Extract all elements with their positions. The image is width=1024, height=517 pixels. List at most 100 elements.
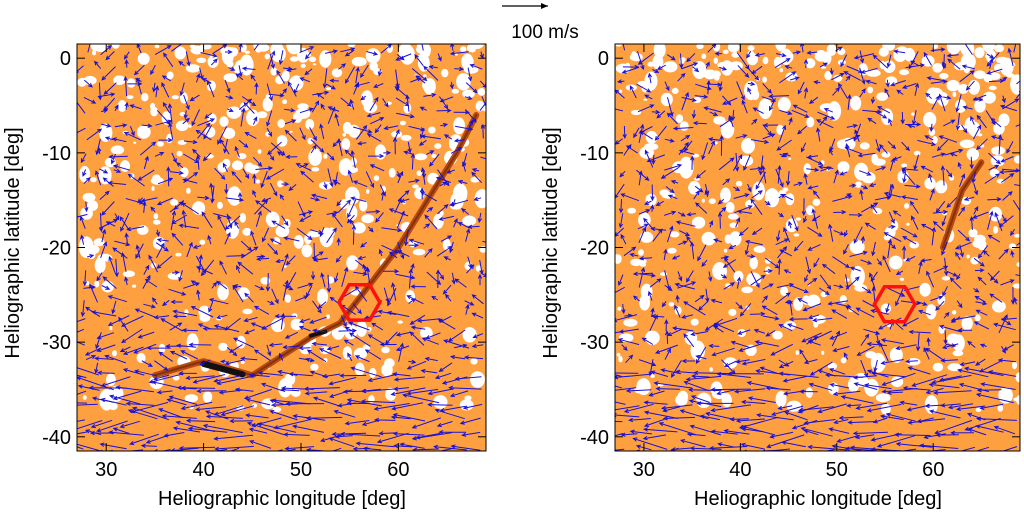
white-patch (899, 69, 909, 75)
white-patch (796, 350, 799, 355)
white-patch (232, 160, 243, 170)
white-patch (188, 124, 192, 127)
white-patch (763, 57, 769, 64)
white-patch (86, 245, 99, 254)
white-patch (876, 393, 891, 402)
white-patch (966, 255, 969, 259)
white-patch (123, 271, 135, 278)
white-patch (441, 69, 448, 77)
white-patch (242, 228, 251, 236)
white-patch (667, 248, 676, 254)
white-patch (741, 138, 755, 154)
white-patch (452, 89, 459, 94)
white-patch (806, 117, 814, 128)
white-patch (1012, 361, 1017, 369)
white-patch (289, 131, 292, 133)
right-x-axis-label: Heliographic longitude [deg] (694, 488, 942, 510)
white-patch (187, 333, 199, 350)
white-patch (860, 142, 870, 149)
white-patch (914, 151, 921, 156)
white-patch (239, 213, 246, 223)
white-patch (1013, 284, 1023, 289)
white-patch (309, 57, 316, 63)
white-patch (893, 48, 907, 62)
white-patch (900, 278, 904, 281)
white-patch (618, 356, 622, 362)
white-patch (720, 188, 731, 203)
white-patch (196, 58, 206, 63)
white-patch (932, 63, 942, 73)
y-tick-label: -10 (580, 143, 609, 165)
white-patch (77, 78, 87, 87)
white-patch (638, 249, 644, 255)
white-patch (644, 99, 648, 101)
white-patch (623, 319, 637, 327)
white-patch (138, 53, 150, 65)
white-patch (617, 307, 621, 311)
white-patch (958, 45, 966, 50)
x-tick-label: 60 (387, 459, 409, 481)
white-patch (132, 285, 136, 288)
white-patch (109, 326, 112, 330)
white-patch (813, 199, 821, 206)
white-patch (1014, 155, 1023, 163)
white-patch (111, 145, 124, 154)
white-patch (217, 202, 223, 209)
white-patch (710, 71, 721, 78)
white-patch (939, 73, 948, 79)
white-patch (200, 240, 206, 245)
white-patch (924, 178, 935, 190)
white-patch (92, 50, 96, 55)
white-patch (762, 77, 767, 83)
white-patch (332, 68, 342, 77)
white-patch (346, 167, 358, 174)
white-patch (453, 117, 465, 134)
white-patch (741, 287, 753, 294)
x-tick-label: 50 (826, 459, 848, 481)
white-patch (282, 70, 290, 81)
white-patch (991, 146, 1005, 155)
white-patch (227, 106, 242, 118)
white-patch (881, 108, 893, 125)
white-patch (428, 127, 436, 134)
white-patch (260, 277, 270, 285)
white-patch (346, 255, 358, 270)
white-patch (802, 295, 809, 304)
white-patch (345, 187, 360, 205)
white-patch (413, 249, 426, 256)
white-patch (470, 358, 477, 364)
white-patch (302, 244, 313, 257)
white-patch (952, 310, 956, 314)
white-patch (661, 93, 673, 106)
white-patch (364, 102, 378, 113)
white-patch (854, 284, 867, 292)
white-patch (876, 92, 888, 101)
scale-arrow-label: 100 m/s (511, 22, 579, 43)
y-tick-label: -40 (42, 427, 71, 449)
y-tick-label: 0 (60, 48, 71, 70)
white-patch (342, 133, 346, 137)
white-patch (172, 95, 179, 99)
white-patch (218, 343, 227, 351)
white-patch (190, 47, 198, 53)
white-patch (290, 56, 299, 61)
white-patch (923, 112, 936, 127)
white-patch (726, 202, 735, 213)
white-patch (796, 217, 801, 220)
white-patch (366, 189, 369, 194)
white-patch (669, 302, 675, 306)
white-patch (1016, 395, 1023, 404)
white-patch (730, 46, 735, 52)
white-patch (478, 88, 486, 96)
white-patch (942, 276, 950, 280)
white-patch (748, 45, 755, 50)
y-tick-label: -30 (580, 332, 609, 354)
left-y-axis-label: Heliographic latitude [deg] (2, 127, 24, 358)
white-patch (175, 253, 181, 257)
white-patch (645, 331, 660, 345)
white-patch (222, 128, 235, 139)
white-patch (153, 220, 161, 225)
y-tick-label: -40 (580, 427, 609, 449)
white-patch (272, 407, 281, 412)
